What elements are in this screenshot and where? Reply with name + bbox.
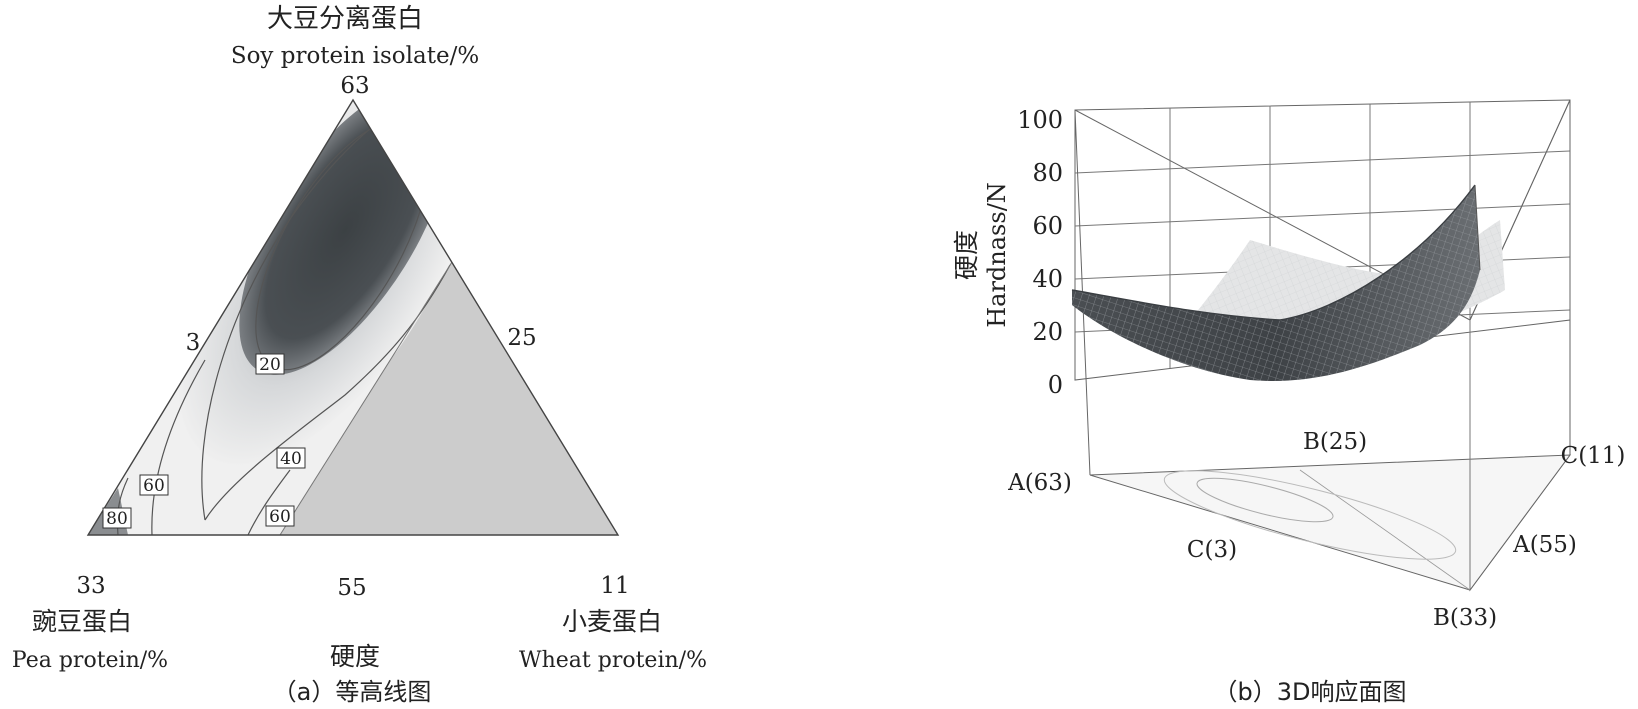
contour-label-60-left: 60 — [139, 474, 169, 496]
floor — [1089, 454, 1572, 591]
z-tick-labels: 0 20 40 60 80 100 — [1017, 106, 1063, 399]
corner-label-B25: B(25) — [1303, 429, 1367, 455]
wheat-vertex-tick: 11 — [600, 573, 629, 599]
pea-vertex-tick: 33 — [76, 573, 105, 599]
z-tick-label: 60 — [1032, 212, 1063, 240]
bottom-edge-label: 55 — [337, 575, 366, 601]
floor-center-line — [1299, 469, 1471, 591]
surface-rim — [1071, 184, 1476, 321]
corner-label-A55: A(55) — [1512, 532, 1577, 558]
z-tick-label: 40 — [1032, 265, 1063, 293]
corner-label-C3: C(3) — [1187, 537, 1237, 563]
svg-text:80: 80 — [106, 509, 128, 529]
left-edge-label: 3 — [186, 330, 201, 356]
z-gridline — [1074, 203, 1571, 227]
surface-right-edge — [1474, 184, 1481, 271]
soy-vertex-label-cn: 大豆分离蛋白 — [267, 4, 423, 34]
soy-vertex-label: Soy protein isolate/% — [231, 43, 479, 69]
wheat-vertex-label-cn: 小麦蛋白 — [562, 607, 662, 636]
ternary-outline — [86, 98, 620, 536]
z-tick-label: 100 — [1017, 106, 1063, 134]
floor-contour-inner — [1196, 477, 1334, 523]
ternary-flat-region — [280, 262, 618, 535]
contour-label-80: 80 — [102, 507, 132, 529]
contour-label-40: 40 — [276, 447, 306, 469]
pea-vertex-label-cn: 豌豆蛋白 — [32, 607, 132, 636]
soy-vertex-tick: 63 — [340, 73, 369, 99]
svg-text:60: 60 — [269, 507, 291, 527]
z-axis-title: Hardnass/N — [983, 182, 1011, 328]
svg-text:60: 60 — [143, 476, 165, 496]
z-tick-label: 0 — [1048, 371, 1063, 399]
wheat-vertex-label: Wheat protein/% — [519, 648, 707, 673]
contour-line-60-left — [151, 359, 206, 535]
floor-contour-outer — [1163, 470, 1457, 560]
feasible-boundary — [279, 261, 453, 535]
contour-line-40 — [201, 109, 396, 521]
z-tick-label: 20 — [1032, 318, 1063, 346]
contour-label-60-right: 60 — [265, 505, 295, 527]
pea-vertex-label: Pea protein/% — [12, 648, 168, 673]
corner-label-C11: C(11) — [1561, 443, 1626, 469]
ternary-contour-panel: 20 40 60 60 80 大豆分离蛋白 Soy protein isolat… — [12, 4, 707, 706]
corner-label-A63: A(63) — [1007, 470, 1072, 496]
right-edge-label: 25 — [507, 325, 536, 351]
surface-main-mesh — [1072, 185, 1480, 381]
contour-line-60-right — [247, 469, 291, 535]
panel-a-title: 硬度 — [330, 642, 380, 671]
svg-text:40: 40 — [280, 449, 302, 469]
z-axis-title-cn: 硬度 — [952, 230, 981, 280]
z-tick-label: 80 — [1032, 159, 1063, 187]
contour-label-20: 20 — [255, 353, 285, 375]
panel-a-caption: （a）等高线图 — [273, 678, 432, 706]
panel-b-caption: （b）3D响应面图 — [1214, 678, 1407, 706]
corner-label-B33: B(33) — [1433, 605, 1497, 631]
svg-text:20: 20 — [259, 355, 281, 375]
z-gridline — [1074, 150, 1571, 174]
surface-panel: 0 20 40 60 80 100 硬度 Hardnass/N A(63) C(3) B(… — [952, 99, 1626, 706]
contour-line-80 — [116, 477, 129, 535]
